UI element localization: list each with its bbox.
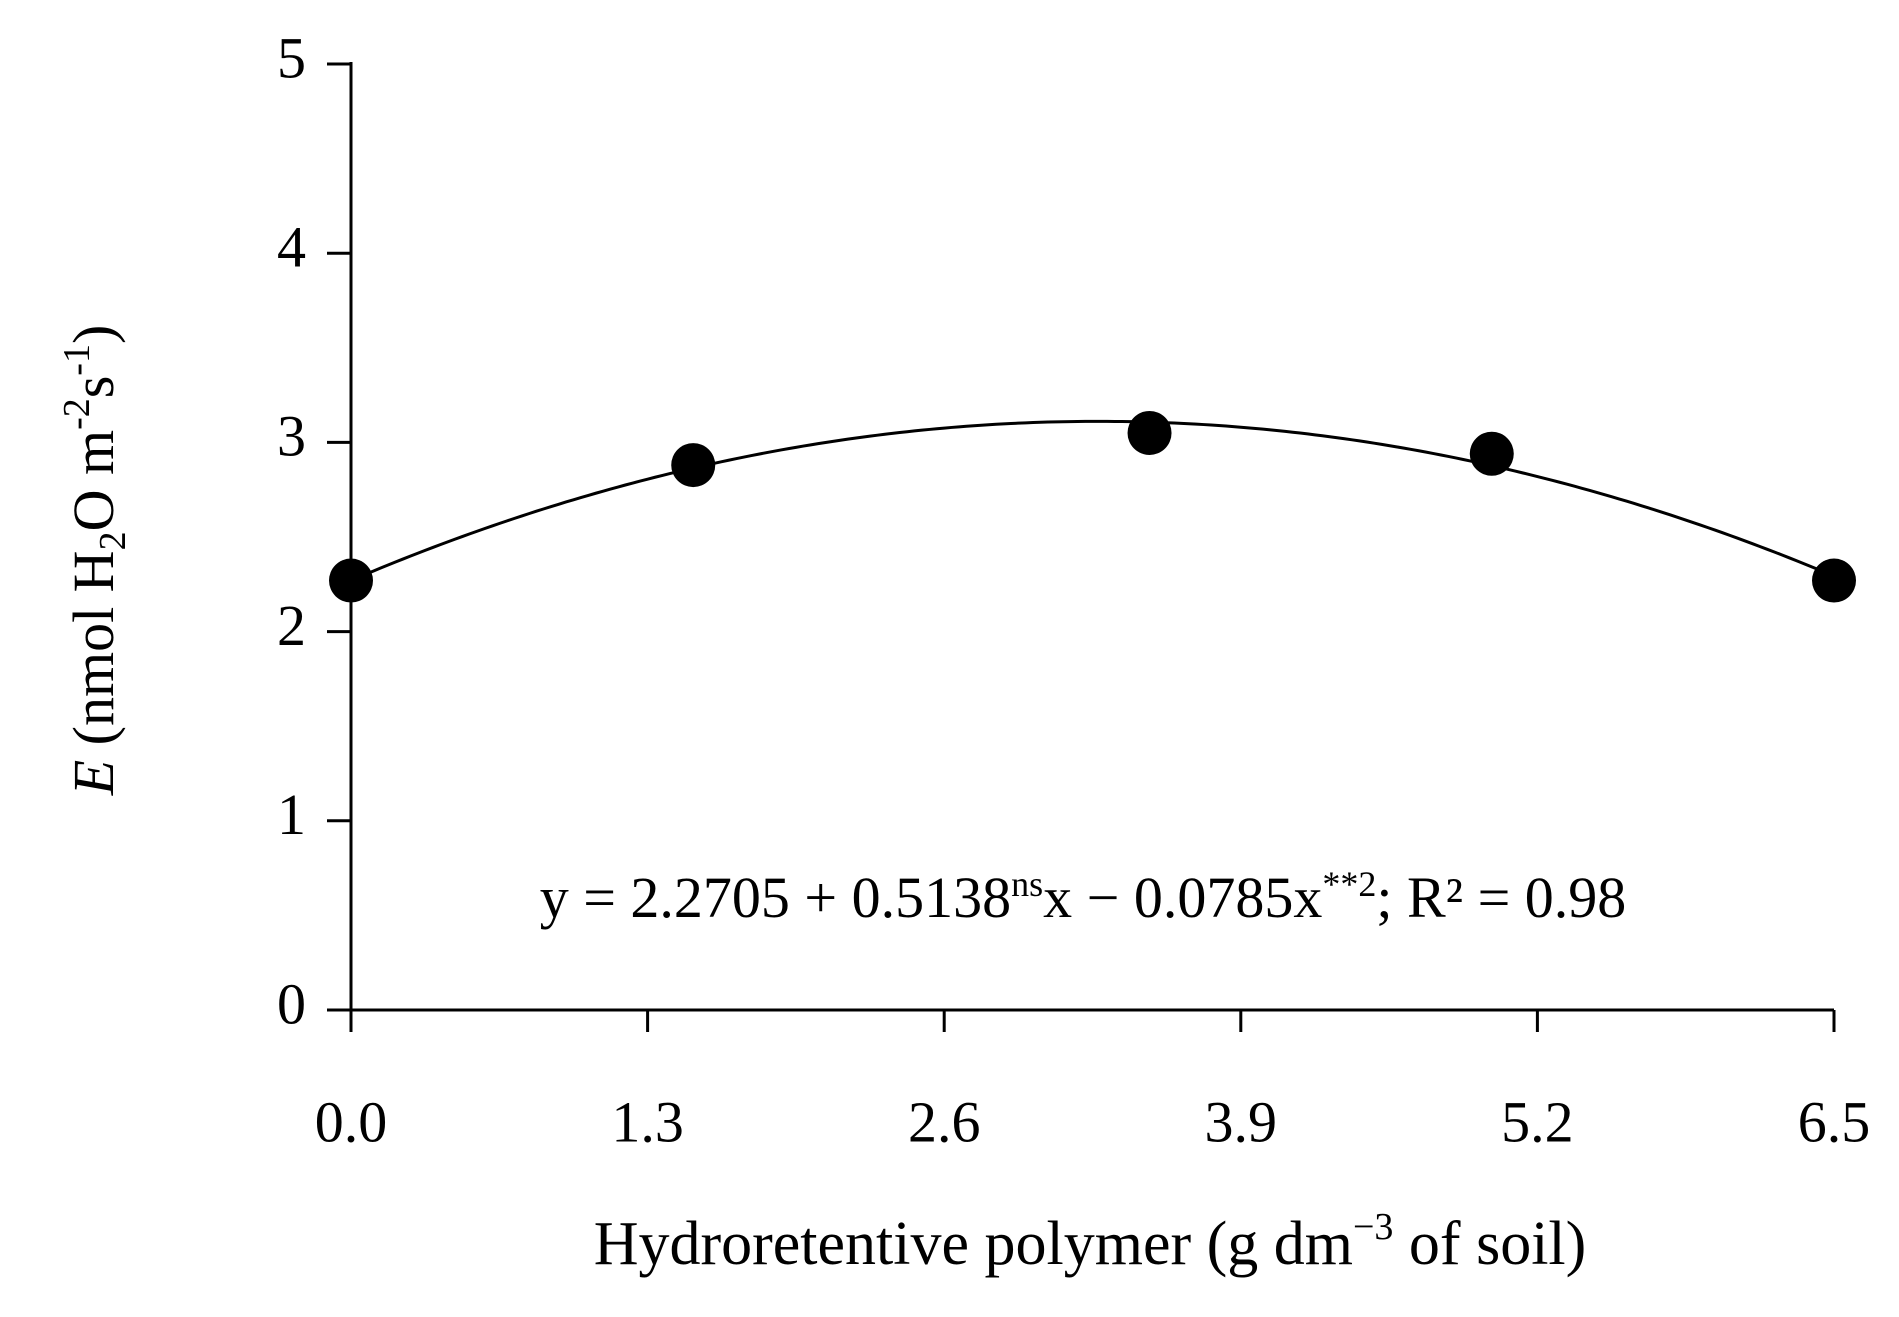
y-tick-label: 3	[277, 404, 306, 469]
y-tick-label: 4	[277, 215, 306, 280]
y-title-sup: -1	[56, 344, 98, 376]
equation-part: x − 0.0785x	[1043, 865, 1322, 930]
x-title-part: Hydroretentive polymer (g dm	[594, 1210, 1353, 1278]
equation-part: y = 2.2705 + 0.5138	[540, 865, 1011, 930]
x-tick-label: 6.5	[1798, 1089, 1871, 1154]
y-tick-label: 1	[277, 782, 306, 847]
y-tick-label: 0	[277, 971, 306, 1036]
x-tick-label: 3.9	[1205, 1089, 1278, 1154]
x-tick-label: 2.6	[908, 1089, 981, 1154]
y-title-part: E	[61, 760, 126, 796]
equation-sup: **2	[1322, 864, 1376, 904]
fit-curve	[350, 419, 1835, 582]
data-point	[1469, 431, 1514, 476]
y-tick-label: 2	[277, 593, 306, 658]
x-title-part: of soil)	[1393, 1210, 1586, 1278]
annotation: y = 2.2705 + 0.5138nsx − 0.0785x**2; R² …	[540, 864, 1627, 930]
data-point	[1812, 558, 1856, 603]
equation-part: ; R² = 0.98	[1376, 865, 1626, 930]
y-axis-title: E (nmol H2O m-2s-1)	[56, 325, 134, 797]
data-point	[329, 558, 373, 603]
x-tick-label: 0.0	[315, 1089, 388, 1154]
data-point	[1127, 410, 1172, 455]
x-tick-label: 1.3	[611, 1089, 684, 1154]
y-title-part: (nmol H	[61, 550, 126, 759]
y-title-sub: 2	[92, 531, 134, 550]
x-axis-title: Hydroretentive polymer (g dm−3 of soil)	[594, 1206, 1587, 1279]
equation-sup: ns	[1011, 864, 1043, 904]
data-point	[671, 443, 716, 488]
y-title-part: s	[61, 376, 126, 399]
x-tick-label: 5.2	[1501, 1089, 1574, 1154]
y-title-part: )	[61, 325, 126, 344]
x-title-sup: −3	[1353, 1206, 1393, 1248]
y-title-part: O m	[61, 430, 126, 532]
y-tick-label: 5	[277, 25, 306, 90]
y-title-sup: -2	[56, 398, 98, 430]
